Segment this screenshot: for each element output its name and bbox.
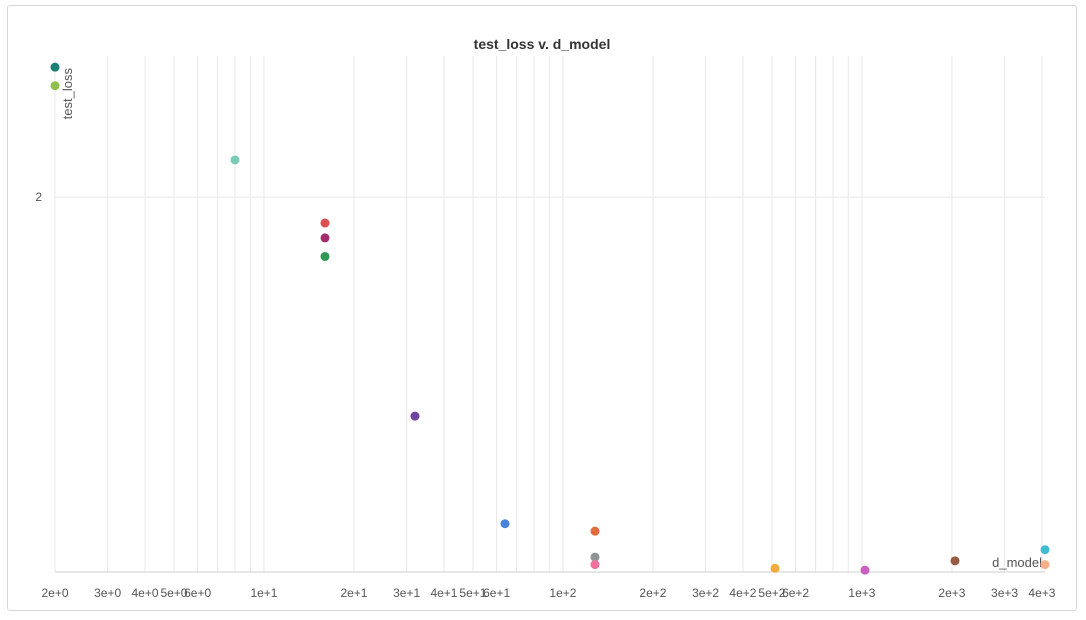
x-tick-label: 3e+2 <box>692 586 719 600</box>
x-axis-label: d_model <box>992 555 1042 570</box>
data-point[interactable] <box>1040 545 1050 555</box>
data-point[interactable] <box>590 560 600 570</box>
data-point[interactable] <box>860 565 870 575</box>
data-point[interactable] <box>320 218 330 228</box>
y-tick-labels: 2 <box>35 190 42 204</box>
data-point[interactable] <box>950 556 960 566</box>
x-tick-labels: 2e+0 3e+0 4e+0 5e+06e+0 1e+1 2e+1 3e+1 4e+1 5e+1… <box>41 586 1055 600</box>
x-tick-label: 6e+1 <box>483 586 510 600</box>
scatter-chart: 2e+0 3e+0 4e+0 5e+06e+0 1e+1 2e+1 3e+1 4e+1 5e+1… <box>35 36 1055 600</box>
chart-panel: 2e+0 3e+0 4e+0 5e+0 6e+0 1e+1 2e+1 3e+1 4e+1 5e+1… <box>7 5 1077 611</box>
data-points <box>50 62 1050 575</box>
data-point[interactable] <box>50 81 60 91</box>
x-gridlines <box>54 56 1043 572</box>
data-point[interactable] <box>590 552 600 562</box>
x-tick-label: 5e+2 <box>758 586 785 600</box>
data-point[interactable] <box>50 62 60 72</box>
x-tick-label: 1e+3 <box>848 586 875 600</box>
x-tick-label: 5e+1 <box>459 586 486 600</box>
x-tick-label: 6e+2 <box>782 586 809 600</box>
data-point[interactable] <box>500 519 510 529</box>
x-tick-label: 3e+0 <box>94 586 121 600</box>
x-tick-label: 6e+0 <box>184 586 211 600</box>
x-tick-label: 2e+3 <box>938 586 965 600</box>
data-point[interactable] <box>410 411 420 421</box>
data-point[interactable] <box>590 526 600 536</box>
x-tick-label: 1e+2 <box>549 586 576 600</box>
data-point[interactable] <box>770 563 780 573</box>
x-tick-label: 4e+2 <box>729 586 756 600</box>
data-point[interactable] <box>320 233 330 243</box>
x-tick-label: 4e+0 <box>131 586 158 600</box>
data-point[interactable] <box>1040 560 1050 570</box>
x-tick-label: 4e+3 <box>1028 586 1055 600</box>
x-tick-label: 1e+1 <box>250 586 277 600</box>
x-tick-label: 5e+0 <box>160 586 187 600</box>
x-tick-label: 2e+1 <box>340 586 367 600</box>
chart-title: test_loss v. d_model <box>474 36 611 52</box>
x-tick-label: 3e+3 <box>991 586 1018 600</box>
x-tick-label: 2e+0 <box>41 586 68 600</box>
x-tick-label: 2e+2 <box>639 586 666 600</box>
x-tick-label: 4e+1 <box>430 586 457 600</box>
y-tick-label: 2 <box>35 190 42 204</box>
y-axis-label: test_loss <box>60 68 75 120</box>
x-tick-label: 3e+1 <box>393 586 420 600</box>
data-point[interactable] <box>230 155 240 165</box>
data-point[interactable] <box>320 251 330 261</box>
